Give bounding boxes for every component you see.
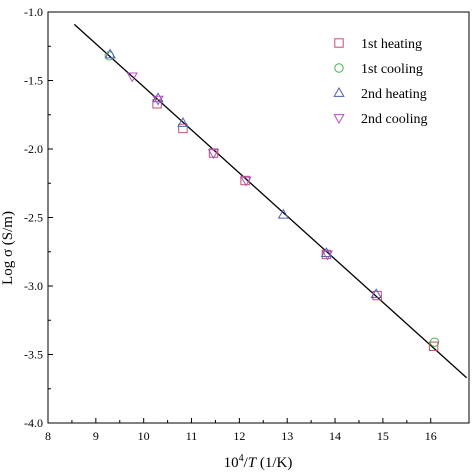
x-tick-label: 16 <box>425 429 437 443</box>
y-tick-label: -1.0 <box>24 5 43 19</box>
legend-marker-2nd-heating <box>333 86 345 97</box>
y-axis-title: Log σ (S/m) <box>0 211 16 285</box>
x-tick-label: 9 <box>93 429 99 443</box>
legend-label-2nd-heating: 2nd heating <box>361 87 427 102</box>
legend-marker-1st-cooling <box>334 63 344 73</box>
y-tick-label: -4.0 <box>24 416 43 430</box>
x-tick-label: 8 <box>45 429 51 443</box>
data-point-2nd-cooling <box>321 250 334 261</box>
fit-line <box>73 23 468 379</box>
legend-label-2nd-cooling: 2nd cooling <box>361 112 428 127</box>
data-point-1st-heating <box>428 341 439 351</box>
data-point-2nd-cooling <box>126 72 138 83</box>
x-axis-title: 104/T (1/K) <box>224 453 293 471</box>
plot-area <box>73 23 468 379</box>
y-tick-label: -2.0 <box>24 142 43 156</box>
x-axis-title-base: 10 <box>224 455 239 471</box>
legend-label-1st-cooling: 1st cooling <box>361 62 423 77</box>
data-point-2nd-heating <box>370 288 382 299</box>
legend: 1st heating 1st cooling 2nd heating 2nd coo… <box>333 37 428 127</box>
legend-marker-1st-heating <box>334 38 344 48</box>
y-tick-label: -3.5 <box>24 348 43 362</box>
x-axis-title-unit: (1/K) <box>256 455 292 471</box>
x-axis-title-slash: / <box>244 455 249 471</box>
x-axis-title-sup: 4 <box>239 453 244 464</box>
x-tick-label: 10 <box>138 429 150 443</box>
data-point-2nd-heating <box>152 92 164 103</box>
y-tick-label: -2.5 <box>24 211 43 225</box>
data-point-1st-heating <box>178 123 188 134</box>
x-tick-label: 12 <box>233 429 245 443</box>
x-tick-label: 11 <box>186 429 198 443</box>
x-tick-label: 13 <box>281 429 293 443</box>
axes: 8 9 10 11 12 13 14 15 16 -4.0 -3.5 -3.0 -2.5 -2.0 -1.5… <box>24 5 470 443</box>
data-point-2nd-heating <box>177 116 189 127</box>
data-point-2nd-heating <box>104 48 116 59</box>
data-point-2nd-cooling <box>240 176 252 187</box>
legend-marker-2nd-cooling <box>333 114 345 125</box>
legend-label-1st-heating: 1st heating <box>361 37 422 52</box>
data-point-2nd-heating <box>320 247 333 258</box>
data-point-2nd-heating <box>277 208 290 219</box>
data-point-1st-cooling <box>429 337 440 347</box>
y-tick-label: -3.0 <box>24 279 43 293</box>
data-point-1st-heating <box>152 99 162 109</box>
data-point-2nd-cooling <box>152 95 164 106</box>
x-axis-title-var: T <box>248 455 258 471</box>
data-point-2nd-cooling <box>207 149 220 160</box>
x-tick-label: 15 <box>377 429 389 443</box>
x-tick-label: 14 <box>329 429 341 443</box>
y-tick-label: -1.5 <box>24 74 43 88</box>
